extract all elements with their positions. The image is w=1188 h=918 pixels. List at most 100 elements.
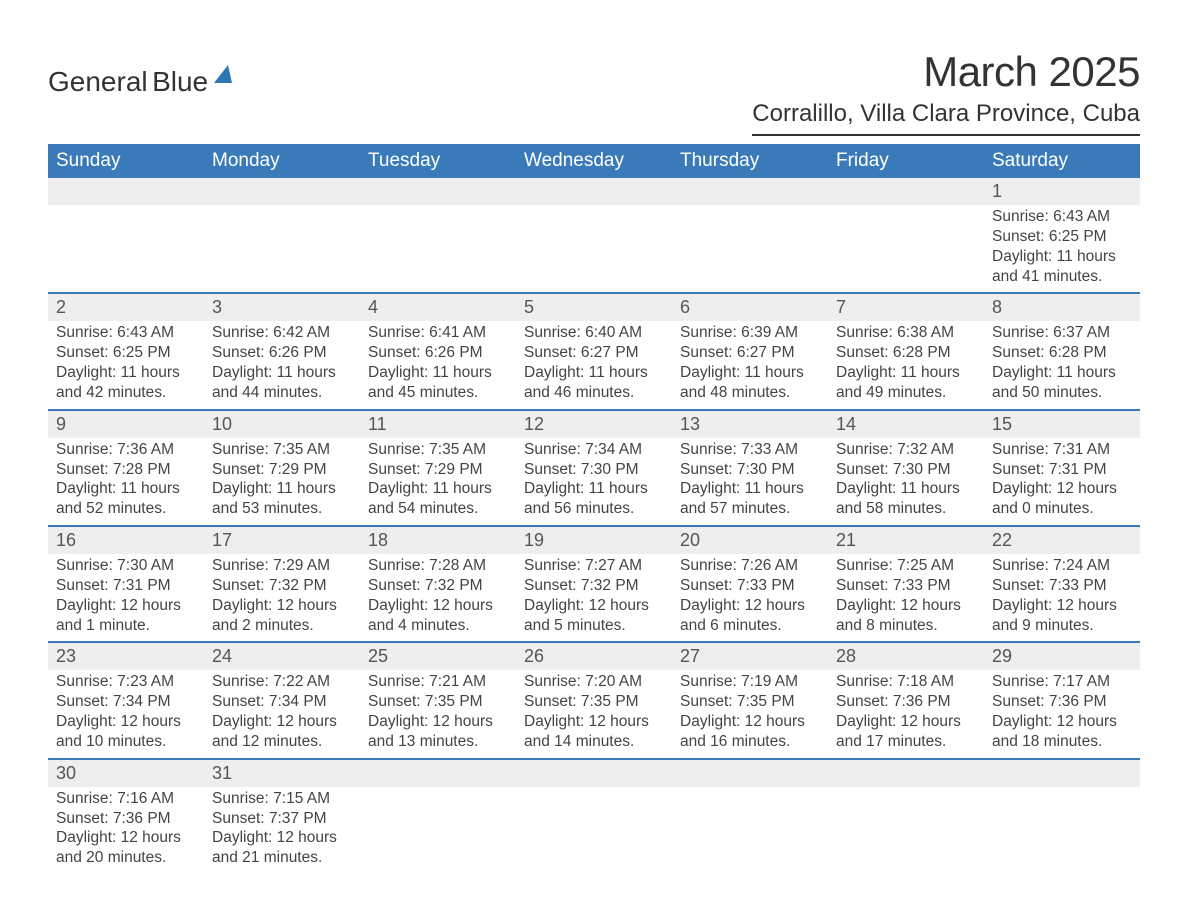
sunrise-text: Sunrise: 7:32 AM [836, 440, 976, 460]
d2-text: and 5 minutes. [524, 616, 664, 636]
day-data-cell: Sunrise: 6:43 AMSunset: 6:25 PMDaylight:… [984, 205, 1140, 293]
sunset-text: Sunset: 7:29 PM [368, 460, 508, 480]
day-number-cell: 6 [672, 293, 828, 321]
day-data-cell: Sunrise: 7:25 AMSunset: 7:33 PMDaylight:… [828, 554, 984, 642]
day-number-cell: 8 [984, 293, 1140, 321]
sunrise-text: Sunrise: 7:35 AM [212, 440, 352, 460]
sunset-text: Sunset: 7:35 PM [680, 692, 820, 712]
d2-text: and 21 minutes. [212, 848, 352, 868]
d1-text: Daylight: 12 hours [56, 596, 196, 616]
sunset-text: Sunset: 6:26 PM [368, 343, 508, 363]
sunset-text: Sunset: 7:32 PM [212, 576, 352, 596]
sunset-text: Sunset: 7:31 PM [56, 576, 196, 596]
d2-text: and 57 minutes. [680, 499, 820, 519]
day-data-cell [828, 787, 984, 874]
weekday-header: Monday [204, 144, 360, 178]
d2-text: and 2 minutes. [212, 616, 352, 636]
d2-text: and 44 minutes. [212, 383, 352, 403]
sunset-text: Sunset: 7:30 PM [680, 460, 820, 480]
day-number-cell: 14 [828, 410, 984, 438]
day-data-cell: Sunrise: 7:24 AMSunset: 7:33 PMDaylight:… [984, 554, 1140, 642]
day-number-cell: 18 [360, 526, 516, 554]
day-number-cell: 24 [204, 642, 360, 670]
d1-text: Daylight: 12 hours [212, 596, 352, 616]
weekday-header: Wednesday [516, 144, 672, 178]
day-data-cell [360, 205, 516, 293]
day-data-cell: Sunrise: 7:31 AMSunset: 7:31 PMDaylight:… [984, 438, 1140, 526]
day-data-cell: Sunrise: 7:27 AMSunset: 7:32 PMDaylight:… [516, 554, 672, 642]
d2-text: and 17 minutes. [836, 732, 976, 752]
day-number-cell: 23 [48, 642, 204, 670]
d2-text: and 14 minutes. [524, 732, 664, 752]
sunset-text: Sunset: 7:33 PM [992, 576, 1132, 596]
sunset-text: Sunset: 6:26 PM [212, 343, 352, 363]
day-number-cell: 5 [516, 293, 672, 321]
day-number-cell: 1 [984, 178, 1140, 205]
sunset-text: Sunset: 7:35 PM [524, 692, 664, 712]
d2-text: and 46 minutes. [524, 383, 664, 403]
day-number-cell [516, 759, 672, 787]
d2-text: and 48 minutes. [680, 383, 820, 403]
day-number-row: 3031 [48, 759, 1140, 787]
day-data-row: Sunrise: 7:36 AMSunset: 7:28 PMDaylight:… [48, 438, 1140, 526]
day-data-cell: Sunrise: 7:30 AMSunset: 7:31 PMDaylight:… [48, 554, 204, 642]
sunset-text: Sunset: 6:25 PM [56, 343, 196, 363]
sunrise-text: Sunrise: 7:34 AM [524, 440, 664, 460]
d1-text: Daylight: 11 hours [680, 479, 820, 499]
day-number-cell: 31 [204, 759, 360, 787]
sunset-text: Sunset: 7:32 PM [368, 576, 508, 596]
title-block: March 2025 Corralillo, Villa Clara Provi… [752, 48, 1140, 136]
day-data-cell: Sunrise: 7:32 AMSunset: 7:30 PMDaylight:… [828, 438, 984, 526]
day-data-cell [984, 787, 1140, 874]
d1-text: Daylight: 12 hours [836, 712, 976, 732]
d1-text: Daylight: 11 hours [680, 363, 820, 383]
d2-text: and 45 minutes. [368, 383, 508, 403]
day-data-cell: Sunrise: 7:35 AMSunset: 7:29 PMDaylight:… [204, 438, 360, 526]
d2-text: and 41 minutes. [992, 267, 1132, 287]
day-data-cell: Sunrise: 7:29 AMSunset: 7:32 PMDaylight:… [204, 554, 360, 642]
sunrise-text: Sunrise: 7:27 AM [524, 556, 664, 576]
d1-text: Daylight: 12 hours [212, 828, 352, 848]
d1-text: Daylight: 11 hours [992, 247, 1132, 267]
day-number-cell [516, 178, 672, 205]
day-data-cell: Sunrise: 7:20 AMSunset: 7:35 PMDaylight:… [516, 670, 672, 758]
sunrise-text: Sunrise: 7:29 AM [212, 556, 352, 576]
brand-logo: General Blue [48, 48, 232, 96]
day-number-cell: 16 [48, 526, 204, 554]
d1-text: Daylight: 12 hours [368, 712, 508, 732]
d1-text: Daylight: 12 hours [56, 828, 196, 848]
location-subtitle: Corralillo, Villa Clara Province, Cuba [752, 100, 1140, 136]
day-data-cell: Sunrise: 6:41 AMSunset: 6:26 PMDaylight:… [360, 321, 516, 409]
sunrise-text: Sunrise: 6:43 AM [992, 207, 1132, 227]
d1-text: Daylight: 11 hours [368, 363, 508, 383]
d1-text: Daylight: 11 hours [368, 479, 508, 499]
day-number-cell: 10 [204, 410, 360, 438]
day-data-cell [672, 787, 828, 874]
sunset-text: Sunset: 7:34 PM [56, 692, 196, 712]
sunset-text: Sunset: 7:32 PM [524, 576, 664, 596]
sunset-text: Sunset: 6:27 PM [524, 343, 664, 363]
d1-text: Daylight: 11 hours [56, 363, 196, 383]
d2-text: and 54 minutes. [368, 499, 508, 519]
day-data-cell: Sunrise: 6:39 AMSunset: 6:27 PMDaylight:… [672, 321, 828, 409]
sunset-text: Sunset: 6:27 PM [680, 343, 820, 363]
day-data-cell: Sunrise: 7:19 AMSunset: 7:35 PMDaylight:… [672, 670, 828, 758]
d2-text: and 50 minutes. [992, 383, 1132, 403]
day-data-cell: Sunrise: 7:33 AMSunset: 7:30 PMDaylight:… [672, 438, 828, 526]
sunset-text: Sunset: 7:35 PM [368, 692, 508, 712]
day-number-cell: 3 [204, 293, 360, 321]
day-data-cell [516, 205, 672, 293]
day-data-cell: Sunrise: 7:34 AMSunset: 7:30 PMDaylight:… [516, 438, 672, 526]
d1-text: Daylight: 12 hours [368, 596, 508, 616]
sunrise-text: Sunrise: 7:35 AM [368, 440, 508, 460]
weekday-header-row: Sunday Monday Tuesday Wednesday Thursday… [48, 144, 1140, 178]
d2-text: and 58 minutes. [836, 499, 976, 519]
d1-text: Daylight: 12 hours [524, 712, 664, 732]
sunset-text: Sunset: 7:30 PM [524, 460, 664, 480]
d2-text: and 16 minutes. [680, 732, 820, 752]
d1-text: Daylight: 11 hours [992, 363, 1132, 383]
d2-text: and 53 minutes. [212, 499, 352, 519]
sunset-text: Sunset: 7:33 PM [836, 576, 976, 596]
day-number-cell: 11 [360, 410, 516, 438]
d1-text: Daylight: 12 hours [56, 712, 196, 732]
